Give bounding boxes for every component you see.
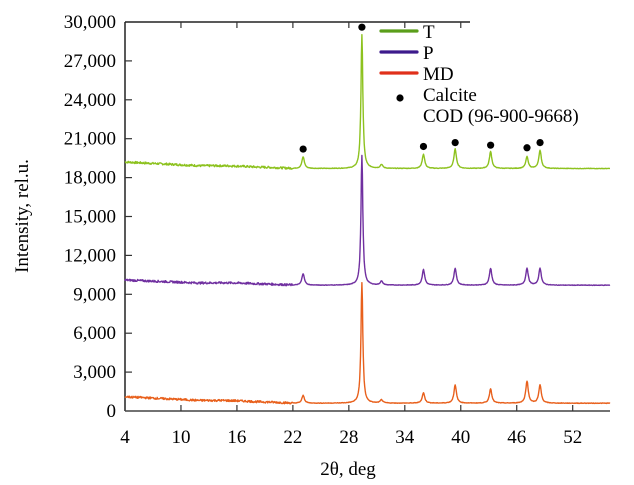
x-tick-label: 46 [507,427,526,448]
x-ticks: 4 10 16 22 28 34 40 46 52 [120,22,582,448]
x-tick-label: 28 [339,427,358,448]
calcite-marker [487,141,495,149]
calcite-marker [451,138,459,147]
x-tick-label: 10 [171,427,190,448]
x-tick-label: 52 [563,427,582,448]
series-layer [124,34,611,405]
y-tick-label: 0 [107,401,117,422]
x-tick-label: 34 [395,427,415,448]
x-tick-label: 16 [227,427,246,448]
legend-label: COD (96-900-9668) [423,106,579,127]
y-tick-label: 27,000 [64,51,116,72]
x-tick-label: 22 [283,427,302,448]
calcite-marker [536,138,544,147]
series-line-t [124,34,611,170]
x-tick-label: 40 [451,427,470,448]
y-tick-label: 12,000 [64,245,116,266]
y-tick-label: 6,000 [73,323,116,344]
series-line-md [124,282,611,405]
y-tick-label: 21,000 [64,129,116,150]
y-tick-label: 18,000 [64,168,116,189]
y-tick-label: 3,000 [73,362,116,383]
y-tick-label: 9,000 [73,284,116,305]
calcite-marker [419,142,428,151]
legend-label: Calcite [423,85,477,106]
y-tick-label: 24,000 [64,90,116,111]
x-axis-title: 2θ, deg [320,459,376,480]
legend-label: P [423,43,434,64]
legend-label: MD [423,64,454,85]
y-tick-label: 15,000 [64,207,116,228]
calcite-marker [299,145,307,153]
x-tick-label: 4 [120,427,130,448]
y-tick-label: 30,000 [64,12,116,33]
calcite-marker [358,23,366,31]
legend-label: T [423,22,435,43]
series-line-p [124,154,611,287]
calcite-markers [299,23,544,153]
y-axis-title: Intensity, rel.u. [12,159,33,273]
calcite-marker [523,144,531,152]
axes [124,21,610,412]
legend-marker-calcite [396,94,404,102]
y-ticks: 0 3,000 6,000 9,000 12,000 15,000 18,000 21,000… [64,12,132,422]
